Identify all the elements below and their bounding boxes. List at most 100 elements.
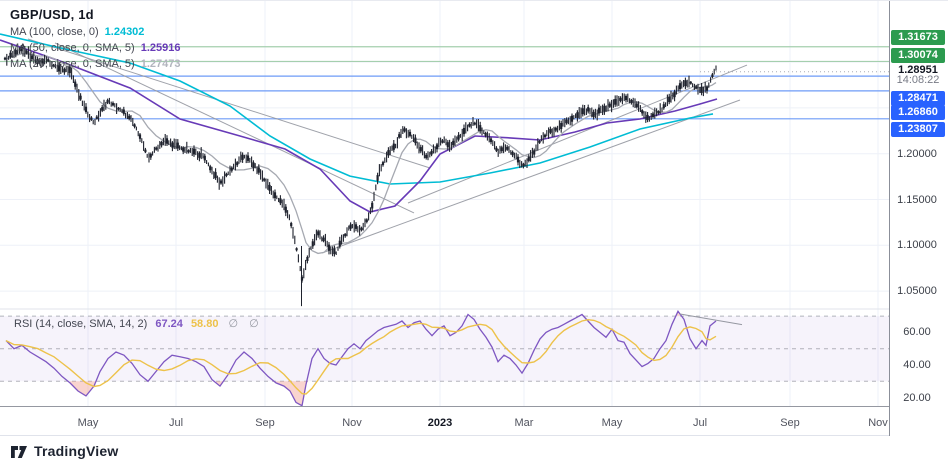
candle-body <box>84 106 88 112</box>
candle-bar <box>666 94 668 107</box>
candle-bar <box>11 51 13 58</box>
candle-body <box>516 156 520 163</box>
candle-bar <box>72 75 74 83</box>
candle-bar <box>326 240 328 248</box>
candle-body <box>695 86 698 89</box>
rsi-signal-line[interactable] <box>5 318 717 395</box>
candle-bar <box>467 124 469 132</box>
candle-bar <box>551 128 553 137</box>
blue-level-label[interactable]: 1.23807 <box>891 121 945 137</box>
trendline[interactable] <box>407 64 748 204</box>
candle-body <box>241 154 244 160</box>
candle-body <box>452 140 455 146</box>
candle-bar <box>24 46 26 57</box>
candle-bar <box>276 195 278 200</box>
candle-body <box>236 162 239 166</box>
ma50-line[interactable] <box>0 39 718 213</box>
candle-bar <box>524 159 526 167</box>
rsi-value: 67.24 <box>155 318 183 330</box>
candle-bar <box>211 166 213 175</box>
candle-body <box>327 244 331 251</box>
axis-tick-label: 1.15000 <box>897 193 937 206</box>
candle-bar <box>191 148 193 156</box>
candle-bar <box>137 131 139 137</box>
candle-bar <box>585 108 587 115</box>
ma-legend-row-0[interactable]: MA (100, close, 0) 1.24302 <box>10 26 180 38</box>
candle-body <box>425 154 428 159</box>
candle-body <box>279 198 282 204</box>
candle-bar <box>157 144 159 152</box>
candle-bar <box>348 225 350 231</box>
candle-body <box>155 147 158 150</box>
price-scale[interactable]: 1.31673 1.30074 1.28951 14:08:22 1.28471 1.26… <box>890 1 948 436</box>
candle-body <box>333 248 336 254</box>
candle-bar <box>557 125 559 133</box>
candle-bar <box>454 135 456 146</box>
candle-body <box>441 140 444 143</box>
blue-level-label[interactable]: 1.26860 <box>891 104 945 120</box>
symbol-title[interactable]: GBP/USD, 1d <box>10 7 94 22</box>
candle-bar <box>364 218 366 228</box>
candle-bar <box>321 236 323 242</box>
candle-bar <box>272 190 274 199</box>
ma100-line[interactable] <box>0 33 714 185</box>
green-level-label[interactable]: 1.30074 <box>891 47 945 63</box>
rsi-legend[interactable]: RSI (14, close, SMA, 14, 2) 67.24 58.80 … <box>14 317 263 330</box>
chart-canvas[interactable] <box>0 1 890 437</box>
candle-bar <box>699 87 701 94</box>
candle-bar <box>483 130 485 134</box>
candle-body <box>106 99 109 103</box>
candle-bar <box>612 99 614 108</box>
blue-level-label[interactable]: 1.28471 <box>891 90 945 106</box>
candle-bar <box>346 227 348 237</box>
trendline[interactable] <box>321 99 741 254</box>
candle-bar <box>162 137 164 146</box>
candle-body <box>128 115 131 119</box>
candle-bar <box>459 133 461 138</box>
candle-bar <box>510 150 512 155</box>
candle-bar <box>265 178 267 189</box>
candle-body <box>565 119 568 124</box>
candle-bar <box>200 147 202 160</box>
candle-bar <box>186 141 188 154</box>
candle-bar <box>470 122 472 129</box>
time-axis-label: 2023 <box>427 417 453 429</box>
candle-bar <box>656 108 658 117</box>
trendline[interactable] <box>54 42 415 214</box>
time-axis-label: Nov <box>342 417 362 429</box>
time-axis-label: May <box>601 417 623 429</box>
time-axis[interactable]: May Jul Sep Nov 2023 Mar May Jul Sep Nov <box>0 412 889 436</box>
candle-body <box>344 233 347 237</box>
candle-body <box>14 50 17 55</box>
trendline[interactable] <box>27 38 431 169</box>
candle-bar <box>270 186 272 195</box>
candle-bar <box>54 63 56 69</box>
tradingview-brand[interactable]: TradingView <box>10 443 118 459</box>
candle-bar <box>49 60 51 67</box>
candle-bar <box>611 99 613 113</box>
candle-body <box>263 178 266 181</box>
candle-body <box>376 175 379 181</box>
ma-legend-row-1[interactable]: MA (50, close, 0, SMA, 5) 1.25916 <box>10 42 180 54</box>
green-level-label[interactable]: 1.31673 <box>891 29 945 45</box>
rsi-trendline[interactable] <box>679 313 743 326</box>
candle-body <box>608 103 611 107</box>
candle-bar <box>526 158 528 168</box>
candle-body <box>462 128 466 135</box>
candle-bar <box>713 68 715 75</box>
candle-bar <box>648 116 650 122</box>
candle-bar <box>357 226 359 233</box>
bar-countdown[interactable]: 14:08:22 <box>891 72 945 88</box>
axis-tick-label: 40.00 <box>903 359 931 371</box>
candle-body <box>479 125 482 131</box>
axis-tick-label: 1.10000 <box>897 239 937 252</box>
candle-bar <box>299 266 301 272</box>
candle-bar <box>256 166 258 175</box>
axis-tick-label: 1.20000 <box>897 147 937 160</box>
candle-bar <box>623 93 625 102</box>
candle-bar <box>504 144 506 152</box>
candle-body <box>371 202 374 209</box>
ma-legend-row-2[interactable]: MA (20, close, 0, SMA, 5) 1.27473 <box>10 58 180 70</box>
candle-bar <box>330 246 332 255</box>
